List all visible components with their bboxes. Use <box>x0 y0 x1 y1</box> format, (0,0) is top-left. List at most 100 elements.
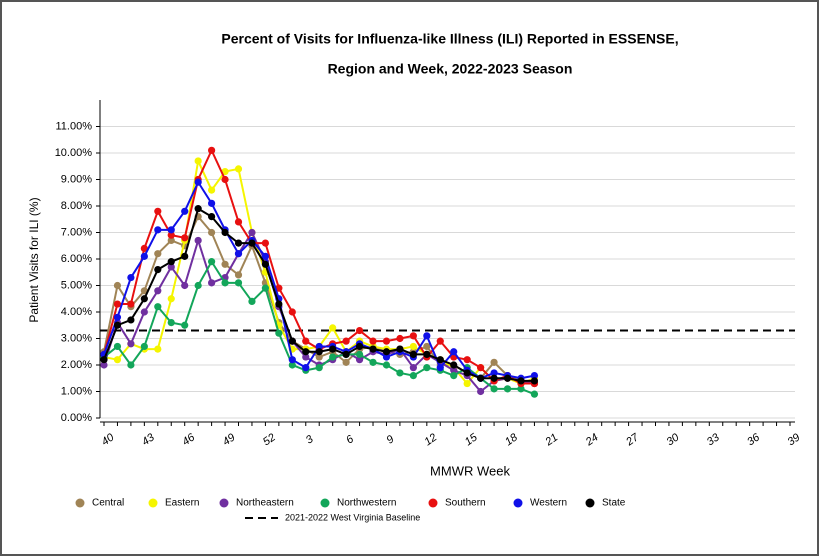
point <box>369 337 377 345</box>
point <box>127 273 135 282</box>
point <box>436 364 444 372</box>
point <box>140 252 148 260</box>
point <box>355 356 364 364</box>
point <box>140 342 148 351</box>
point <box>342 358 350 366</box>
point <box>409 332 417 340</box>
point <box>167 231 175 239</box>
point <box>302 364 310 372</box>
x-tick-label: 12 <box>422 431 439 448</box>
point <box>369 358 377 366</box>
point <box>409 342 417 351</box>
point <box>113 356 122 364</box>
y-tick-label: 11.00% <box>56 120 93 132</box>
point <box>234 239 243 247</box>
point <box>208 279 216 287</box>
x-axis-label: MMWR Week <box>430 463 510 478</box>
point <box>154 266 162 274</box>
point <box>208 199 216 207</box>
point <box>302 337 310 345</box>
y-tick-label: 0.00% <box>61 412 92 424</box>
point <box>315 364 323 372</box>
point <box>208 258 216 266</box>
legend-label: Southern <box>445 498 486 509</box>
legend-label: Northwestern <box>337 498 396 509</box>
point <box>167 258 175 266</box>
point <box>503 385 512 393</box>
point <box>248 239 256 247</box>
point <box>194 205 202 213</box>
point <box>234 218 243 226</box>
point <box>208 213 216 221</box>
point <box>450 348 458 356</box>
point <box>409 372 417 380</box>
point <box>329 324 337 332</box>
point <box>154 207 162 215</box>
legend-marker <box>148 498 158 508</box>
point <box>194 157 202 165</box>
point <box>194 178 202 186</box>
point <box>477 374 485 382</box>
point <box>234 271 243 279</box>
point <box>329 353 337 361</box>
point <box>490 369 498 377</box>
point <box>113 281 122 290</box>
point <box>140 308 148 316</box>
point <box>221 228 229 237</box>
y-tick-label: 2.00% <box>61 359 92 371</box>
point <box>302 353 310 361</box>
point <box>288 361 296 369</box>
y-tick-label: 10.00% <box>55 147 93 159</box>
point <box>463 369 471 377</box>
point <box>355 342 364 351</box>
x-tick-label: 9 <box>384 433 396 446</box>
point <box>261 284 270 292</box>
point <box>369 345 377 353</box>
legend-label: 2021-2022 West Virginia Baseline <box>285 512 420 522</box>
point <box>517 377 525 385</box>
point <box>154 226 162 234</box>
point <box>154 303 162 311</box>
point <box>100 356 108 364</box>
point <box>490 374 498 382</box>
point <box>423 350 431 358</box>
point <box>261 260 270 268</box>
point <box>181 234 189 242</box>
point <box>396 345 404 353</box>
point <box>140 244 148 252</box>
point <box>194 281 202 290</box>
point <box>167 226 175 234</box>
chart-title: Region and Week, 2022-2023 Season <box>328 61 573 77</box>
point <box>127 361 135 369</box>
point <box>113 342 122 351</box>
point <box>463 379 471 388</box>
point <box>477 387 485 396</box>
point <box>450 372 458 380</box>
point <box>167 319 175 327</box>
legend-marker <box>513 498 523 508</box>
point <box>409 364 417 372</box>
legend-marker <box>219 498 229 508</box>
legend-label: State <box>602 498 626 509</box>
y-tick-label: 6.00% <box>61 253 92 265</box>
point <box>261 239 270 247</box>
point <box>382 348 391 356</box>
point <box>530 390 539 398</box>
point <box>355 326 364 335</box>
point <box>382 337 391 345</box>
point <box>275 329 283 337</box>
point <box>288 308 296 316</box>
point <box>261 252 270 260</box>
point <box>423 342 431 351</box>
point <box>436 337 444 345</box>
point <box>234 250 243 258</box>
point <box>248 297 256 305</box>
point <box>140 295 148 303</box>
point <box>409 350 417 358</box>
x-tick-label: 49 <box>221 431 238 448</box>
point <box>208 186 216 194</box>
point <box>194 236 202 245</box>
y-tick-label: 7.00% <box>61 226 92 238</box>
point <box>423 364 431 372</box>
